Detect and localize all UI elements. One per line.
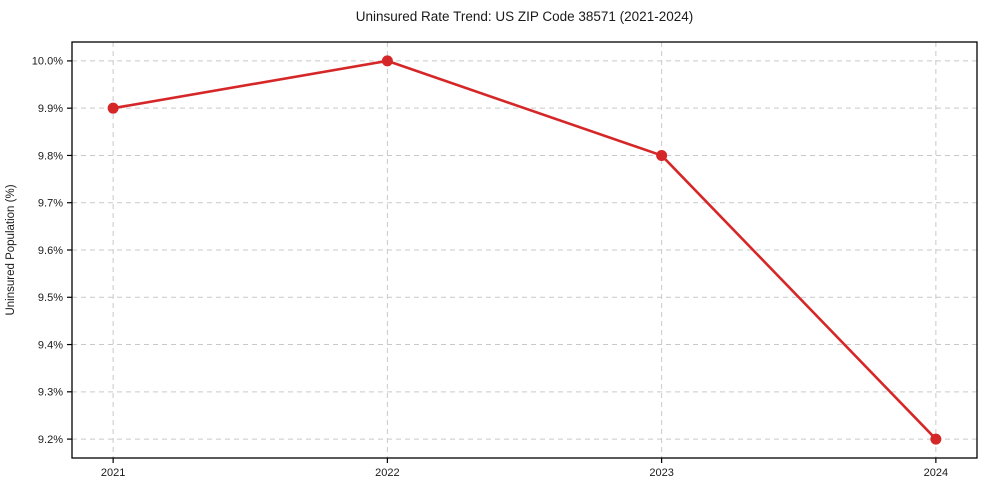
x-tick-label: 2023 [649,467,673,479]
data-point-marker [107,102,119,114]
y-tick-label: 9.5% [38,292,63,304]
y-tick-label: 10.0% [32,56,63,68]
y-tick-label: 9.4% [38,339,63,351]
y-axis-label: Uninsured Population (%) [5,184,17,315]
y-tick-label: 9.7% [38,198,63,210]
data-point-marker [930,433,942,445]
x-tick-label: 2024 [924,467,948,479]
axis-ticks [67,60,937,463]
y-tick-label: 9.3% [38,387,63,399]
data-point-marker [656,149,668,161]
data-points [107,55,942,445]
x-tick-label: 2022 [375,467,399,479]
trend-line [111,59,938,441]
y-tick-label: 9.6% [38,245,63,257]
chart-title: Uninsured Rate Trend: US ZIP Code 38571 … [356,9,693,24]
data-point-marker [381,55,393,67]
y-axis-tick-labels: 9.2% 9.3% 9.4% 9.5% 9.6% 9.7% 9.8% 9.9% 10.0% [32,56,63,446]
x-tick-label: 2021 [101,467,125,479]
series-line [111,59,938,441]
y-tick-label: 9.2% [38,434,63,446]
y-tick-label: 9.9% [38,103,63,115]
x-axis-tick-labels: 2021 2022 2023 2024 [101,467,948,479]
gridlines [72,42,977,458]
y-tick-label: 9.8% [38,150,63,162]
